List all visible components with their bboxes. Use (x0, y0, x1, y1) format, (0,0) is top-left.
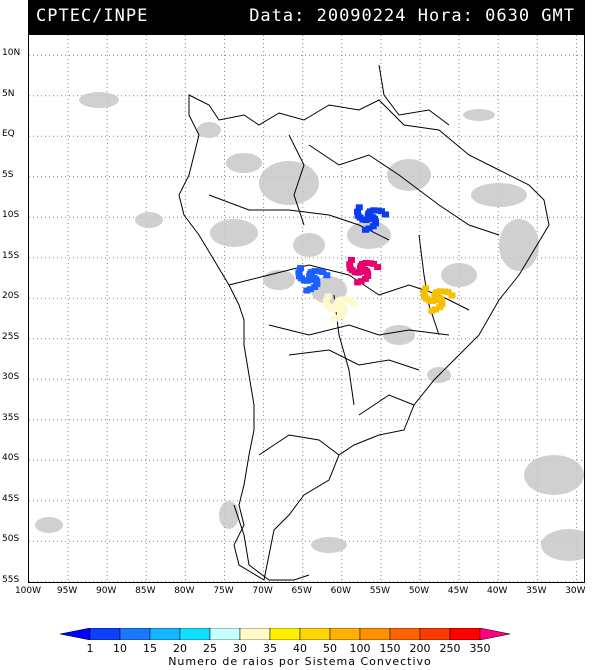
longitude-label: 45W (447, 586, 469, 596)
longitude-label: 35W (526, 586, 547, 596)
longitude-label: 60W (330, 586, 351, 596)
source-label: CPTEC/INPE (36, 6, 149, 26)
latitude-label: 5N (2, 88, 15, 99)
colorbar-swatch (359, 628, 391, 640)
convective-system (354, 204, 389, 233)
longitude-label: 100W (14, 586, 42, 596)
colorbar-min-arrow (60, 628, 91, 640)
latitude-label: 30S (2, 372, 20, 383)
longitude-label: 30W (565, 586, 586, 596)
colorbar-tick-label: 350 (469, 642, 491, 655)
colorbar-swatch (89, 628, 121, 640)
colorbar-swatch (119, 628, 151, 640)
colorbar-swatch (299, 628, 331, 640)
latitude-label: 25S (2, 331, 20, 342)
convective-system (322, 293, 358, 322)
colorbar-max-arrow (479, 628, 511, 640)
latitude-label: EQ (2, 129, 15, 140)
graticule (29, 35, 584, 582)
latitude-label: 10N (2, 48, 21, 59)
colorbar-tick-label: 35 (263, 642, 277, 655)
title-bar: CPTEC/INPE Data: 20090224 Hora: 0630 GMT (28, 0, 585, 34)
longitude-label: 65W (291, 586, 312, 596)
convective-system (295, 265, 331, 294)
colorbar-swatch (419, 628, 451, 640)
datetime-label: Data: 20090224 Hora: 0630 GMT (249, 6, 575, 26)
convective-systems (295, 204, 456, 322)
cloud-cover (35, 92, 584, 561)
colorbar-tick-label: 20 (173, 642, 187, 655)
colorbar-tick-label: 150 (379, 642, 401, 655)
colorbar-tick-label: 40 (293, 642, 307, 655)
map-canvas (29, 35, 584, 582)
coastline (178, 64, 550, 581)
map-frame (28, 34, 585, 583)
longitude-label: 95W (56, 586, 78, 596)
longitude-label: 85W (135, 586, 156, 596)
colorbar-tick-label: 25 (203, 642, 217, 655)
colorbar-swatch (209, 628, 241, 640)
colorbar-tick-label: 15 (143, 642, 157, 655)
convective-system (420, 285, 456, 314)
colorbar-tick-label: 100 (349, 642, 371, 655)
colorbar (60, 628, 511, 640)
longitude-label: 55W (369, 586, 391, 596)
latitude-label: 50S (2, 534, 20, 545)
convective-system (346, 256, 382, 286)
latitude-label: 15S (2, 250, 20, 261)
latitude-label: 20S (2, 291, 20, 302)
longitude-label: 75W (213, 586, 234, 596)
longitude-label: 70W (252, 586, 273, 596)
colorbar-tick-label: 1 (86, 642, 94, 655)
latitude-label: 55S (2, 574, 20, 585)
colorbar-swatch (389, 628, 421, 640)
longitude-label: 80W (174, 586, 195, 596)
longitude-label: 40W (487, 586, 508, 596)
colorbar-caption: Numero de raios por Sistema Convectivo (168, 655, 432, 668)
latitude-label: 35S (2, 412, 20, 423)
colorbar-swatch (269, 628, 301, 640)
colorbar-tick-label: 250 (439, 642, 461, 655)
longitude-label: 90W (96, 586, 117, 596)
latitude-label: 5S (2, 169, 14, 180)
colorbar-tick-label: 30 (233, 642, 247, 655)
colorbar-tick-label: 50 (323, 642, 337, 655)
latitude-label: 45S (2, 493, 20, 504)
longitude-label: 50W (408, 586, 430, 596)
colorbar-swatch (329, 628, 361, 640)
latitude-label: 10S (2, 210, 20, 221)
colorbar-swatch (149, 628, 181, 640)
colorbar-swatch (239, 628, 271, 640)
colorbar-tick-label: 200 (409, 642, 431, 655)
colorbar-swatch (449, 628, 481, 640)
colorbar-swatch (179, 628, 211, 640)
latitude-label: 40S (2, 453, 20, 464)
colorbar-tick-label: 10 (113, 642, 127, 655)
